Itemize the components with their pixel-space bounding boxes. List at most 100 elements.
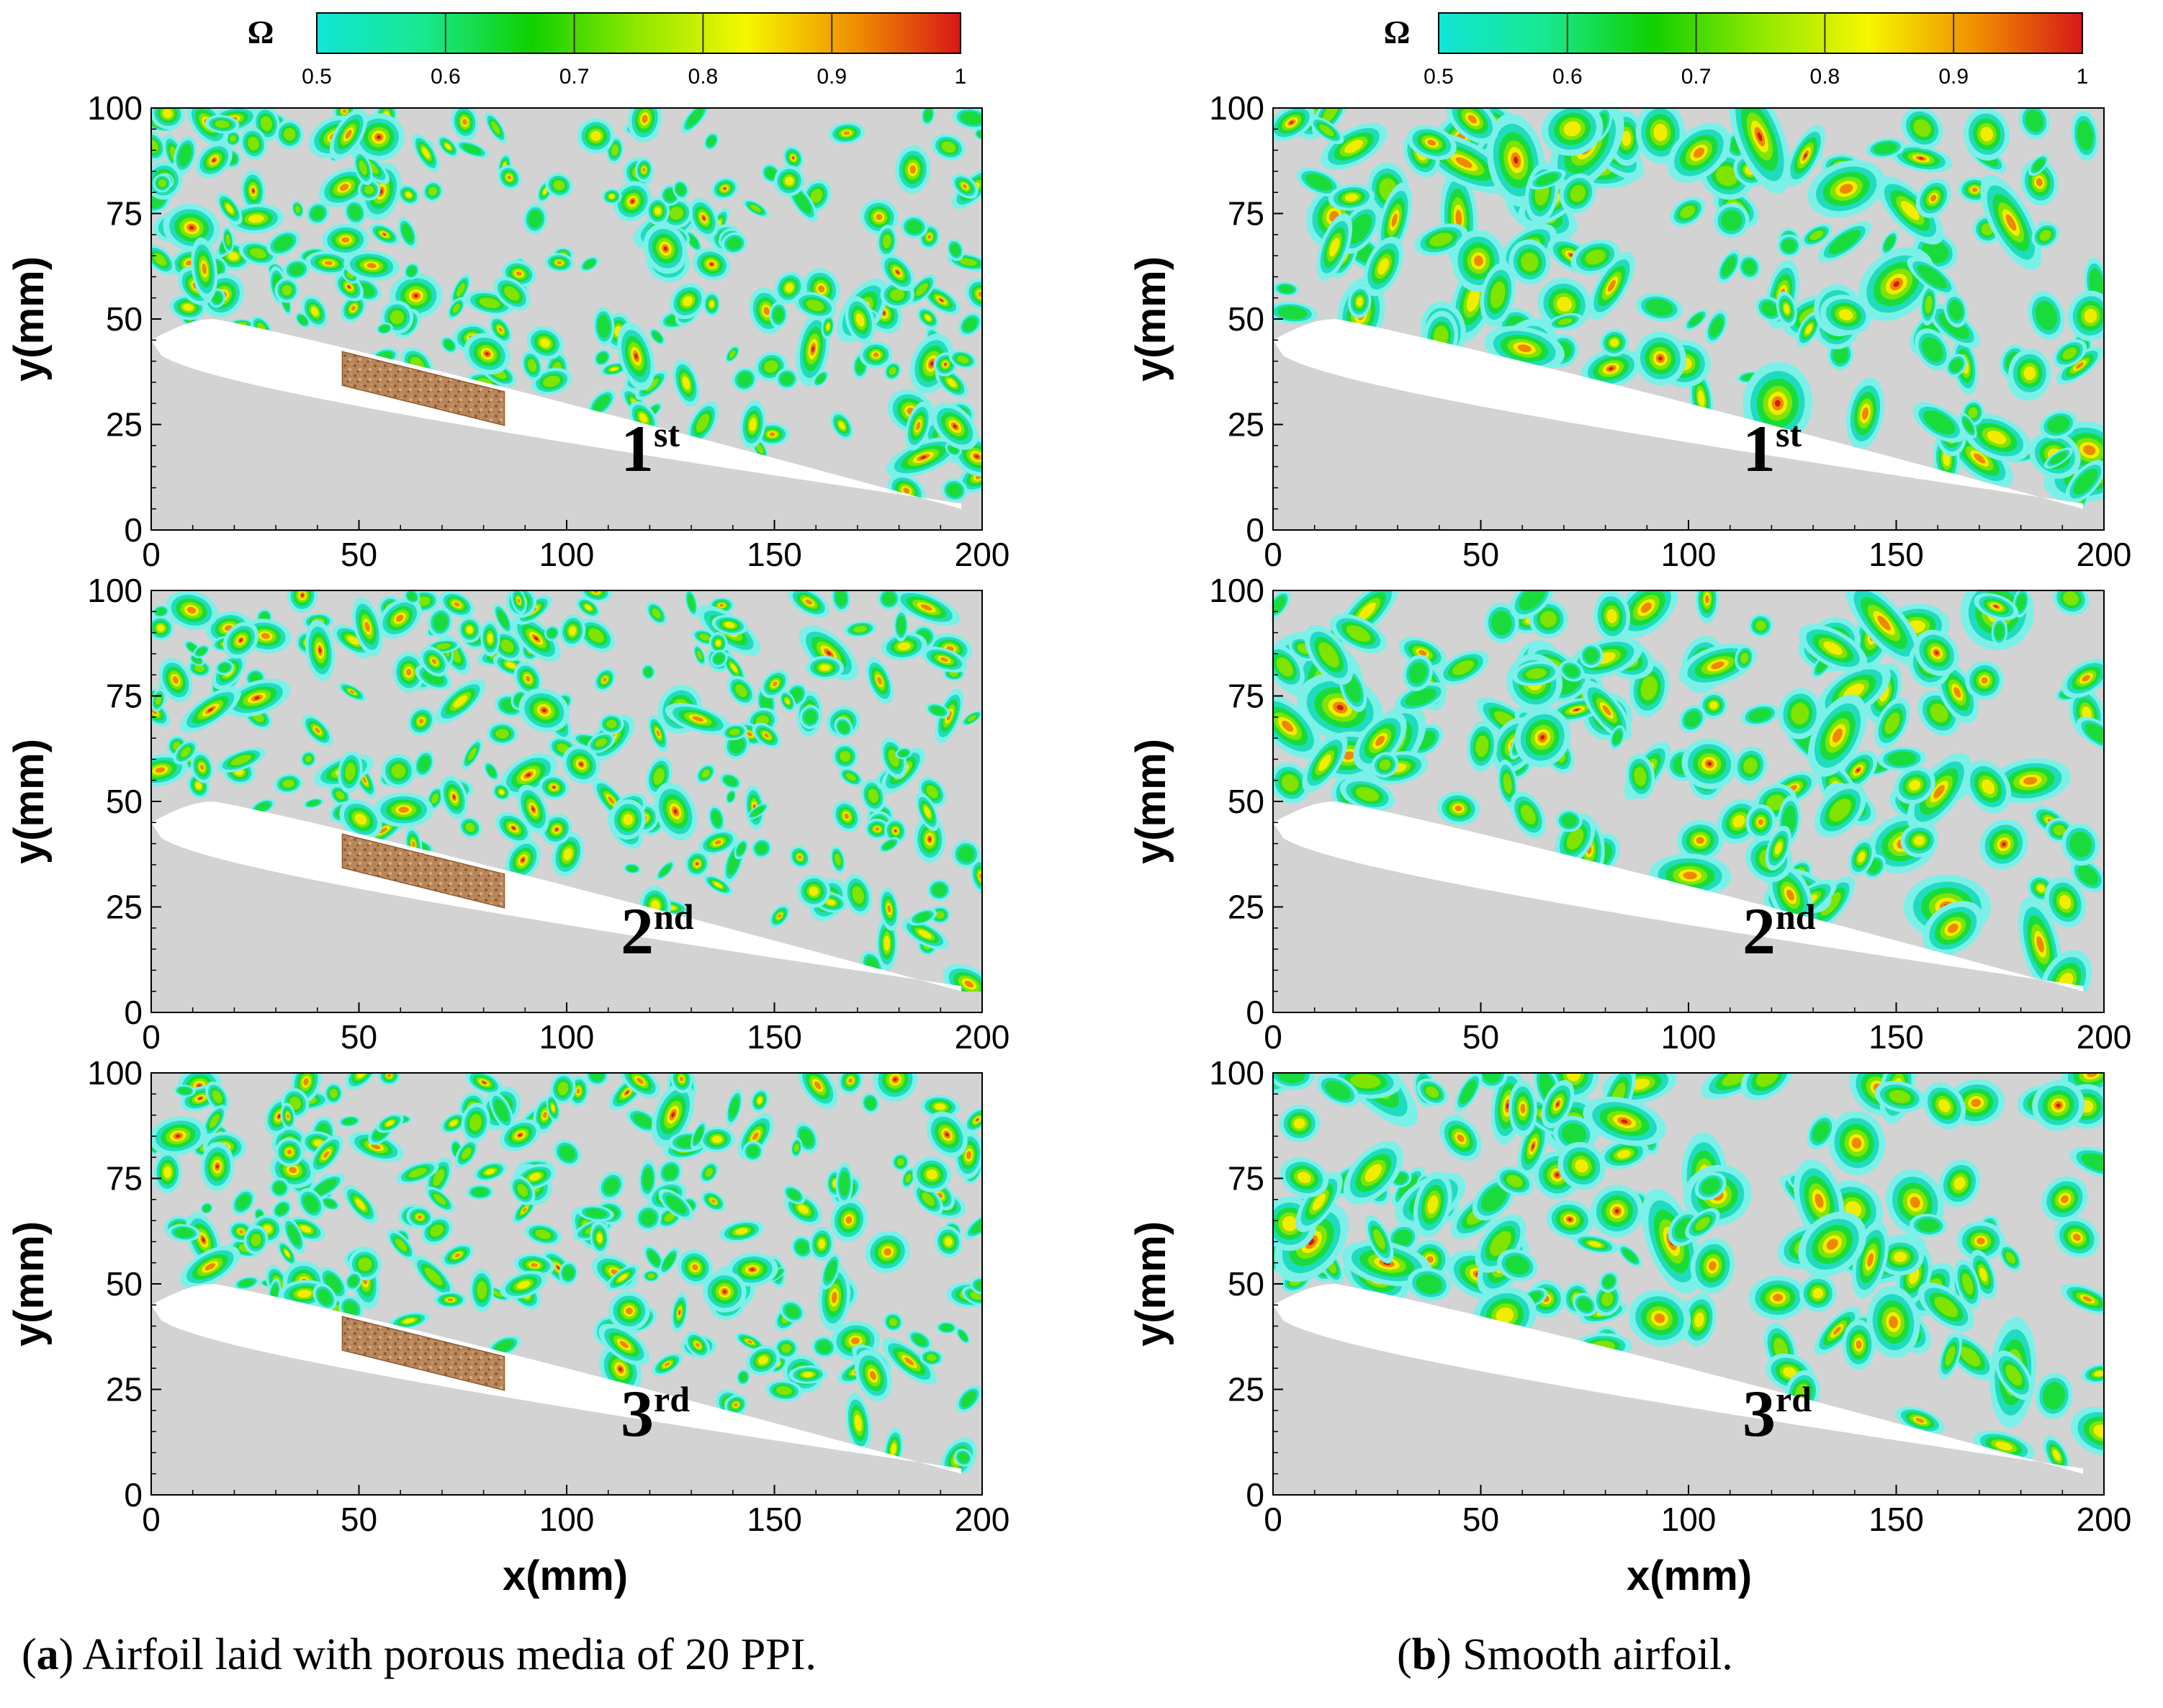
vortex-blob <box>240 127 267 160</box>
ordinal-number: 1 <box>1742 412 1776 485</box>
vortex-contour <box>826 899 836 906</box>
vortex-contour <box>608 194 615 199</box>
vortex-contour <box>889 367 896 375</box>
vortex-blob <box>338 682 367 702</box>
vortex-contour <box>890 289 905 301</box>
vortex-contour <box>816 373 826 384</box>
y-tick-label: 0 <box>124 511 143 549</box>
vortex-contour <box>283 127 296 141</box>
vortex-blob <box>483 761 499 781</box>
vortex-blob <box>403 262 420 280</box>
vortex-blob <box>440 336 458 354</box>
vortex-blob <box>450 274 471 306</box>
vortex-blob <box>559 614 586 648</box>
vortex-contour <box>563 848 572 861</box>
x-tick-label: 50 <box>341 1501 377 1538</box>
vortex-contour <box>611 144 619 156</box>
vortex-contour <box>724 187 727 190</box>
vortex-blob <box>724 345 740 364</box>
vortex-field <box>151 108 982 508</box>
vortex-contour <box>202 264 207 274</box>
vortex-blob <box>195 142 233 179</box>
vortex-contour <box>709 300 715 308</box>
vortex-blob <box>769 904 791 928</box>
vortex-blob <box>486 722 518 746</box>
vortex-blob <box>404 590 421 605</box>
vortex-contour <box>273 235 294 251</box>
vortex-blob <box>946 238 964 261</box>
vortex-contour <box>810 189 823 203</box>
vortex-blob <box>376 323 393 335</box>
porous-media-insert <box>341 351 505 426</box>
vortex-blob <box>921 108 935 126</box>
vortex-blob <box>412 133 440 173</box>
vortex-contour <box>345 763 356 781</box>
vortex-contour <box>941 141 956 153</box>
vortex-blob <box>593 668 616 692</box>
vortex-blob <box>498 165 521 190</box>
colorbar-tick-label: 0.6 <box>431 65 461 89</box>
vortex-blob <box>329 108 368 161</box>
vortex-blob <box>769 301 788 328</box>
vortex-blob <box>921 647 968 673</box>
vortex-contour <box>422 147 430 158</box>
vortex-blob <box>163 204 220 252</box>
vortex-contour <box>769 432 775 436</box>
vortex-blob <box>275 119 304 149</box>
colorbar-tick-label: 1 <box>2077 65 2089 89</box>
vortex-blob <box>613 181 652 222</box>
vortex-blob <box>670 283 706 320</box>
vortex-contour <box>844 813 850 819</box>
x-tick-label: 200 <box>955 536 1010 573</box>
vortex-blob <box>908 908 937 926</box>
vortex-blob <box>965 278 982 311</box>
vortex-contour <box>252 189 255 193</box>
vortex-blob <box>752 722 781 749</box>
vortex-contour <box>806 300 824 312</box>
vortex-blob <box>895 145 931 194</box>
vortex-contour <box>215 120 230 128</box>
vortex-blob <box>422 180 444 202</box>
panel-background <box>151 590 982 1012</box>
vortex-contour <box>756 443 764 454</box>
vortex-blob <box>922 285 961 315</box>
colorbar-tick-label: 0.6 <box>1552 65 1583 89</box>
vortex-contour <box>686 108 704 127</box>
vortex-contour <box>305 755 312 763</box>
vortex-blob <box>462 738 483 770</box>
vortex-blob <box>374 792 433 827</box>
vortex-contour <box>418 719 424 724</box>
vortex-contour <box>452 303 460 313</box>
ordinal-suffix: nd <box>654 896 694 937</box>
vortex-contour <box>362 776 367 783</box>
vortex-contour <box>663 246 667 251</box>
vortex-contour <box>729 350 736 358</box>
vortex-blob <box>865 657 894 704</box>
vortex-blob <box>688 197 719 238</box>
vortex-blob <box>575 597 601 619</box>
vortex-blob <box>240 170 266 212</box>
vortex-contour <box>379 827 387 834</box>
vortex-blob <box>343 199 367 225</box>
vortex-contour <box>248 214 264 223</box>
vortex-contour <box>950 243 961 257</box>
vortex-contour <box>724 776 737 786</box>
vortex-blob <box>783 145 804 170</box>
vortex-contour <box>151 709 157 714</box>
vortex-contour <box>714 881 722 888</box>
vortex-contour <box>785 176 794 186</box>
vortex-contour <box>687 594 696 611</box>
vortex-blob <box>485 112 507 144</box>
vortex-contour <box>261 116 272 131</box>
vortex-blob <box>322 223 369 256</box>
vortex-contour <box>212 158 216 162</box>
vortex-contour <box>876 214 883 220</box>
vortex-contour <box>189 225 194 230</box>
vortex-contour <box>837 721 850 734</box>
vortex-blob <box>464 333 511 375</box>
vortex-contour <box>699 634 711 641</box>
x-tick-label: 150 <box>747 1501 802 1538</box>
vortex-blob <box>905 401 932 451</box>
vortex-contour <box>914 912 932 922</box>
vortex-contour <box>405 668 412 676</box>
